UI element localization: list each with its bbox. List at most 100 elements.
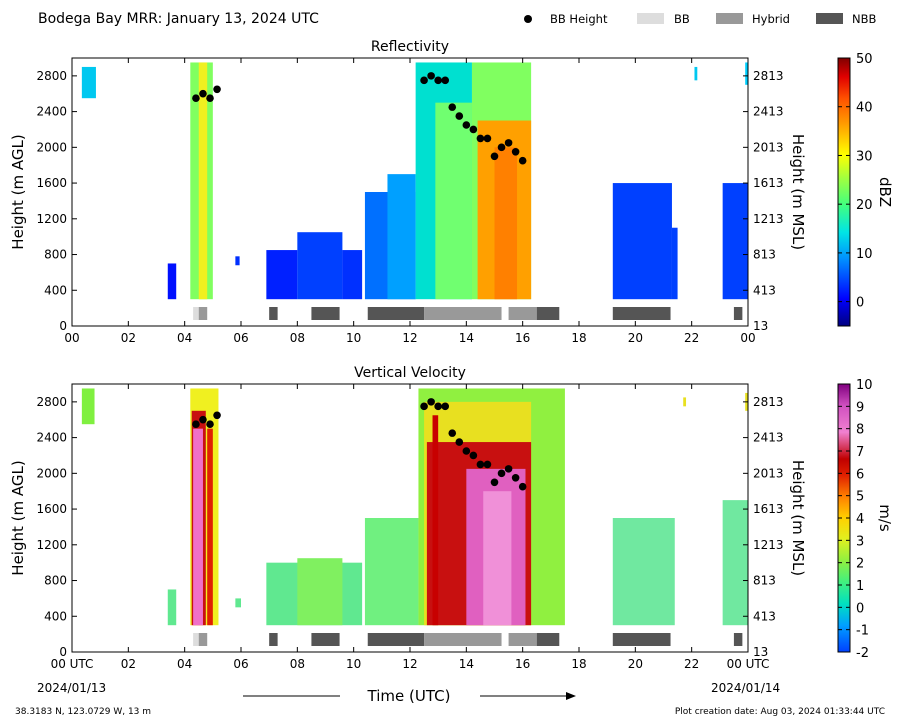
colorbar-tick-label: 10 [856, 378, 873, 393]
legend-bb-label: BB [674, 12, 690, 26]
dbz-colorbar-ticks: 0 10 20 30 40 50 [838, 52, 873, 311]
bb-height-point [476, 460, 485, 469]
figure-title: Bodega Bay MRR: January 13, 2024 UTC [38, 11, 319, 27]
velocity-panel: Vertical Velocity 00 UTC 02 04 06 08 10 12 14 16… [9, 365, 894, 671]
y2-tick-label: 1213 [753, 538, 784, 552]
reflectivity-echo-region [671, 227, 678, 300]
y-tick-label: 800 [44, 248, 67, 262]
legend-bb-height-label: BB Height [550, 12, 608, 26]
reflectivity-echo-region [81, 66, 96, 99]
velocity-y2label: Height (m MSL) [789, 460, 807, 576]
y-tick-label: 2400 [36, 431, 67, 445]
colorbar-tick-label: 20 [856, 198, 873, 213]
bb-height-point [420, 402, 428, 411]
velocity-echo-region [235, 598, 241, 608]
reflectivity-echo-region [694, 66, 698, 81]
colorbar-tick-label: 0 [856, 296, 864, 311]
y-tick-label: 2000 [36, 140, 67, 154]
reflectivity-field [81, 62, 748, 300]
precip-type-segment [424, 633, 502, 646]
colorbar-tick-label: 50 [856, 52, 873, 67]
location-text: 38.3183 N, 123.0729 W, 13 m [15, 707, 151, 717]
reflectivity-echo-region [266, 250, 298, 300]
reflectivity-echo-region [342, 250, 363, 300]
velocity-echo-region [364, 518, 419, 626]
precip-type-segment [733, 307, 743, 320]
y-tick-label: 1200 [36, 212, 67, 226]
velocity-echo-region [81, 388, 95, 425]
colorbar-tick-label: 2 [856, 557, 864, 572]
colorbar-tick-label: 5 [856, 490, 864, 505]
colorbar-tick-label: 1 [856, 579, 864, 594]
reflectivity-panel: Reflectivity 00 02 04 06 08 10 12 14 16 18 20 22 00 … [9, 39, 894, 345]
velocity-echo-region [612, 518, 675, 626]
velocity-colorbar-ticks: -2 -1 0 1 2 3 4 5 6 7 8 9 10 [838, 378, 873, 661]
bb-height-point [469, 125, 478, 134]
dbz-colorbar [837, 57, 851, 327]
colorbar-tick-label: 40 [856, 101, 873, 116]
velocity-echo-region [683, 397, 687, 407]
bb-height-point [441, 402, 450, 411]
x-tick-label: 18 [571, 331, 586, 345]
precip-type-segment [508, 633, 537, 646]
y-tick-label: 800 [44, 574, 67, 588]
precip-type-segment [193, 307, 199, 320]
bb-height-point [462, 447, 471, 455]
bb-height-point [511, 148, 520, 156]
x-tick-label: 12 [402, 657, 417, 671]
end-date: 2024/01/14 [711, 681, 780, 695]
y2-tick-label: 813 [753, 574, 776, 588]
x-tick-label: 16 [515, 331, 530, 345]
bb-height-point [455, 438, 464, 446]
x-tick-label: 10 [346, 657, 361, 671]
y-tick-label: 0 [59, 319, 67, 333]
bb-height-point [213, 85, 221, 94]
y-tick-label: 2000 [36, 466, 67, 480]
precip-type-segment [367, 307, 425, 320]
y-tick-label: 1600 [36, 176, 67, 190]
reflectivity-echo-region [745, 62, 748, 85]
reflectivity-echo-region [235, 256, 240, 266]
velocity-y2-ticks: 13 413 813 1213 1613 2013 2413 2813 [743, 395, 784, 659]
bb-height-point [213, 411, 221, 420]
reflectivity-title: Reflectivity [371, 39, 449, 55]
bb-height-point [511, 474, 520, 482]
y2-tick-label: 1213 [753, 212, 784, 226]
reflectivity-echo-region [722, 183, 748, 300]
colorbar-tick-label: 10 [856, 247, 873, 262]
y-tick-label: 1200 [36, 538, 67, 552]
y-tick-label: 1600 [36, 502, 67, 516]
colorbar-tick-label: 4 [856, 512, 864, 527]
precip-type-segment [311, 307, 340, 320]
y-tick-label: 400 [44, 283, 67, 297]
y2-tick-label: 2013 [753, 466, 784, 480]
x-tick-label: 22 [684, 331, 699, 345]
bb-height-point [518, 482, 527, 491]
colorbar-tick-label: -1 [856, 624, 869, 639]
bb-height-point [192, 94, 200, 102]
reflectivity-ylabel: Height (m AGL) [9, 134, 27, 249]
x-tick-label: 22 [684, 657, 699, 671]
y2-tick-label: 2813 [753, 395, 784, 409]
dbz-colorbar-label: dBZ [876, 177, 894, 207]
bb-height-point [448, 103, 457, 111]
velocity-echo-region [483, 491, 512, 626]
x-tick-label: 08 [290, 331, 305, 345]
colorbar-tick-label: -2 [856, 646, 869, 661]
velocity-ylabel: Height (m AGL) [9, 460, 27, 575]
y2-tick-label: 13 [753, 645, 768, 659]
reflectivity-x-ticks: 00 02 04 06 08 10 12 14 16 18 20 22 00 [64, 58, 756, 345]
reflectivity-y2-ticks: 13 413 813 1213 1613 2013 2413 2813 [743, 69, 784, 333]
x-tick-label: 00 [740, 331, 755, 345]
x-tick-label: 16 [515, 657, 530, 671]
creation-date-text: Plot creation date: Aug 03, 2024 01:33:4… [675, 707, 885, 717]
y2-tick-label: 2813 [753, 69, 784, 83]
precip-type-segment [508, 307, 537, 320]
y2-tick-label: 813 [753, 248, 776, 262]
bb-height-point [434, 402, 442, 411]
precip-type-segment [198, 633, 208, 646]
reflectivity-echo-region [297, 232, 343, 300]
bb-height-point [206, 94, 214, 102]
precip-type-segment [612, 307, 671, 320]
